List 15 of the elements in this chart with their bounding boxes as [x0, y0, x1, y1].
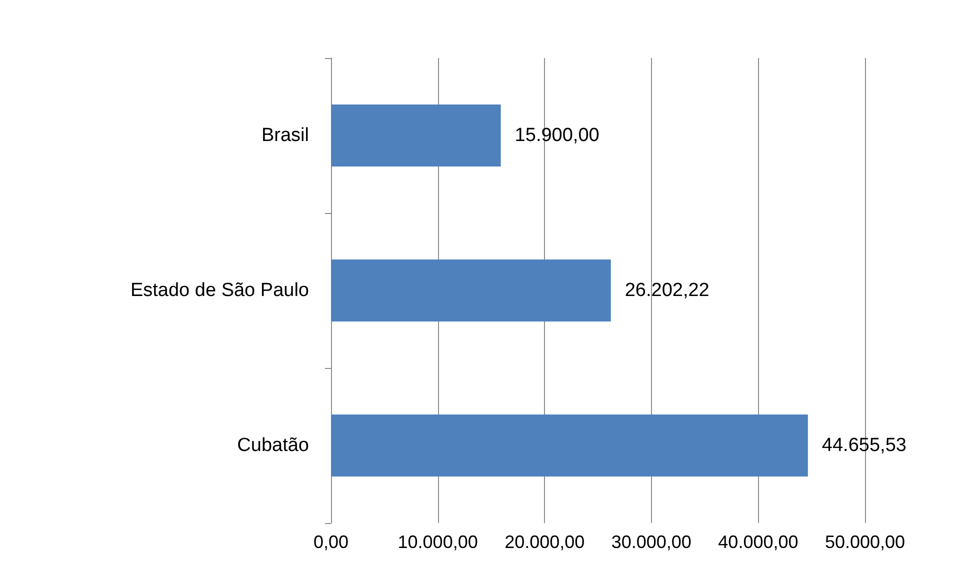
y-tick-label: Brasil — [261, 125, 309, 146]
x-tick-label: 50.000,00 — [824, 532, 906, 552]
data-label: 44.655,53 — [822, 435, 906, 456]
x-tick-label: 20.000,00 — [504, 532, 585, 552]
bar — [331, 260, 611, 322]
bar — [331, 104, 501, 166]
x-tick-label: 0,00 — [313, 532, 349, 552]
bar — [331, 414, 808, 476]
data-label: 15.900,00 — [514, 125, 600, 146]
x-tick-label: 10.000,00 — [398, 532, 478, 552]
x-tick-label: 40.000,00 — [718, 532, 798, 552]
y-tick-label: Estado de São Paulo — [130, 280, 309, 301]
y-tick-label: Cubatão — [237, 435, 309, 456]
x-tick-label: 30.000,00 — [611, 532, 692, 552]
data-label: 26.202,22 — [624, 280, 710, 301]
